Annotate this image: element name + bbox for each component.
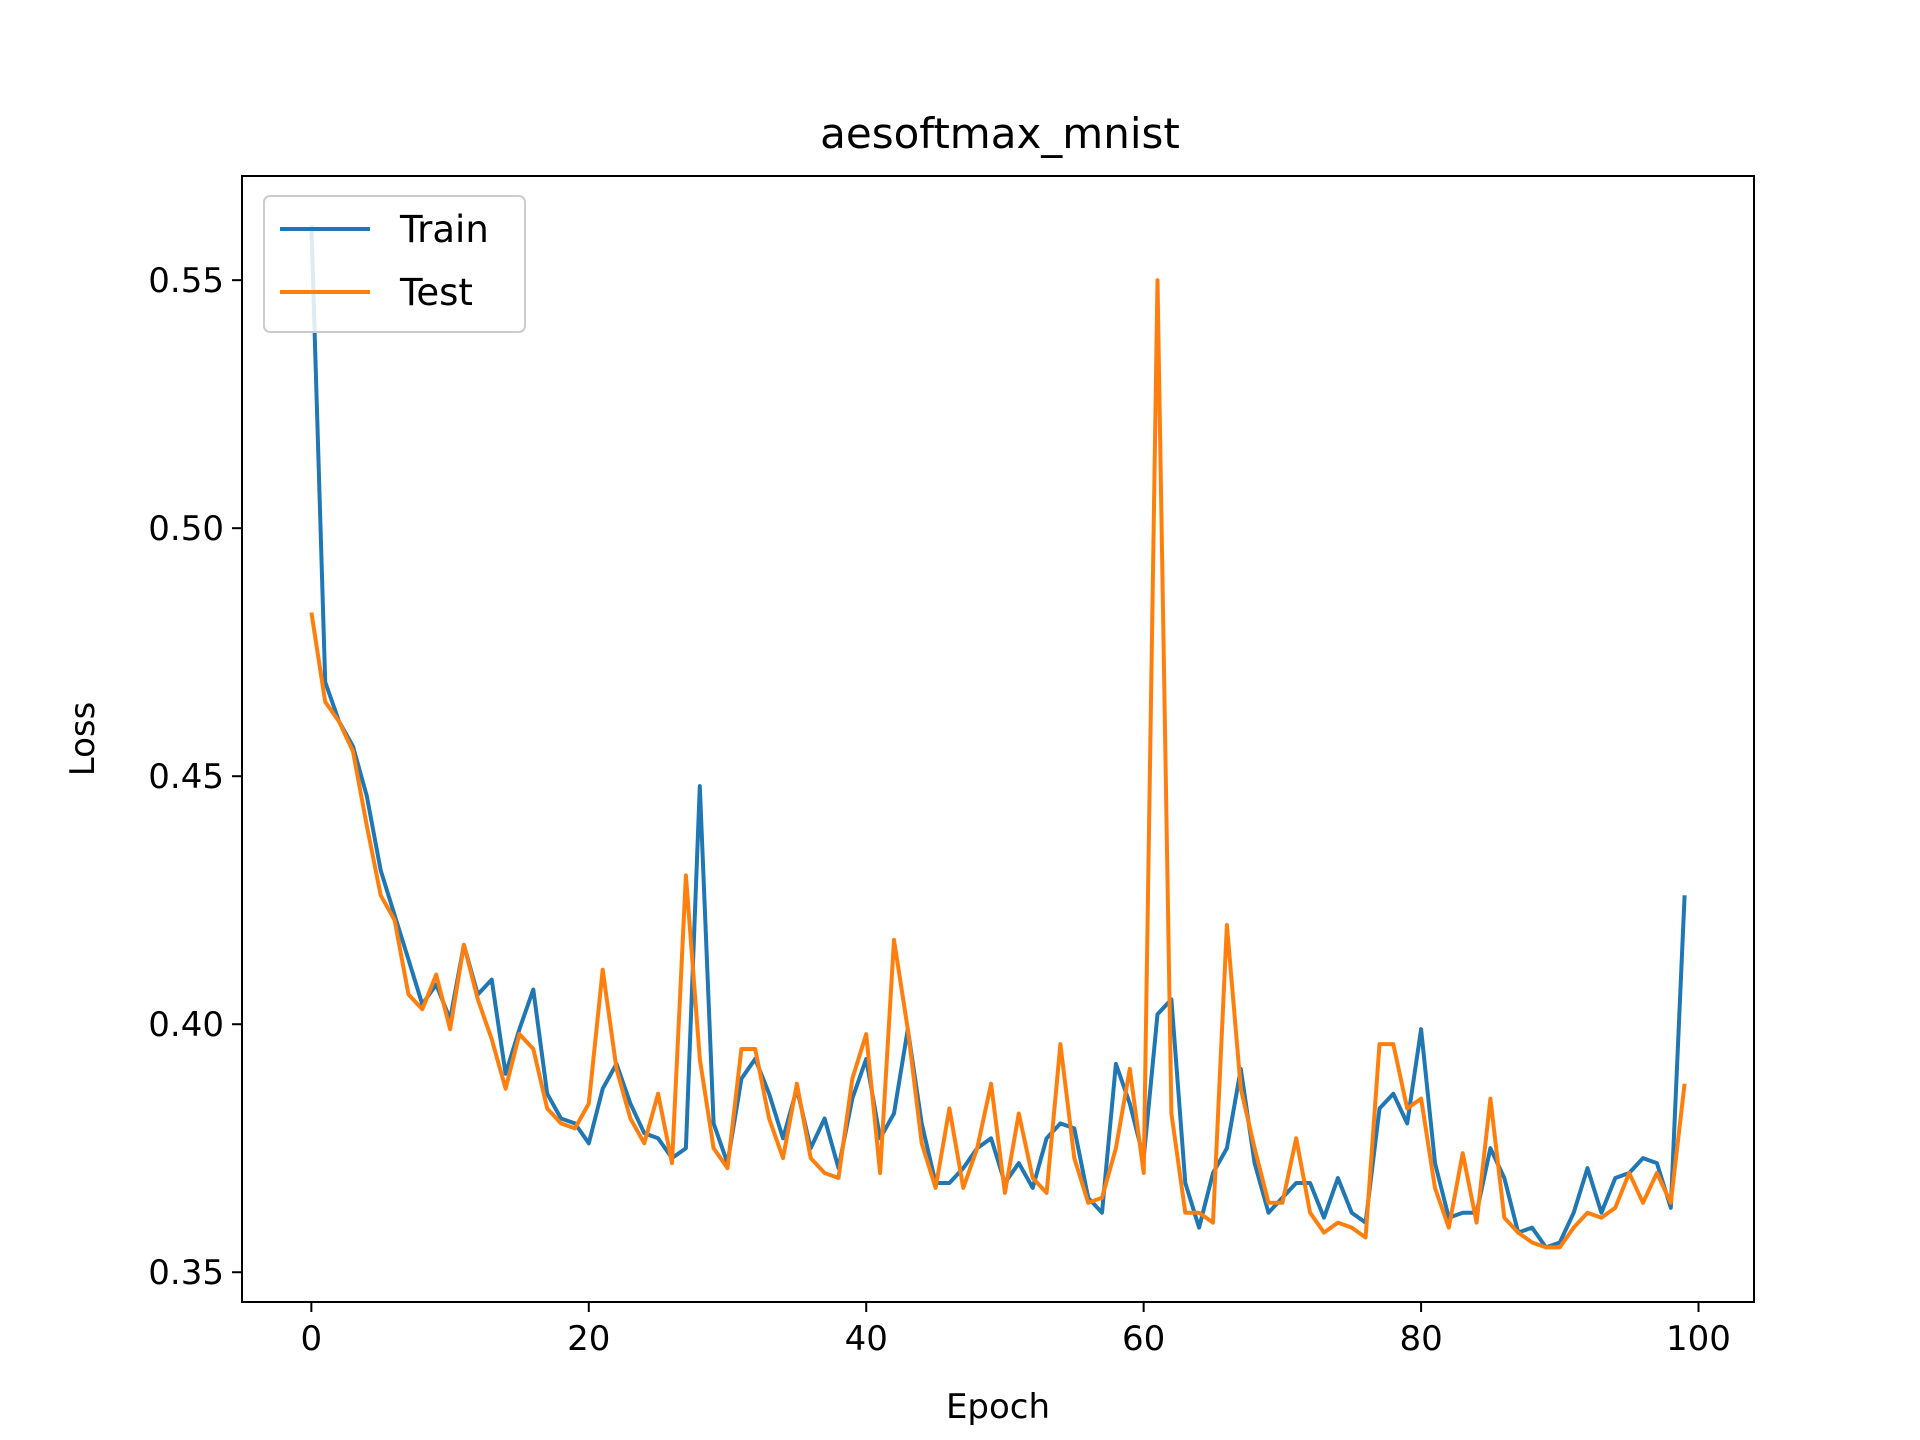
chart-title: aesoftmax_mnist xyxy=(820,109,1180,158)
y-axis-label: Loss xyxy=(63,702,103,777)
y-tick-label: 0.50 xyxy=(148,509,224,549)
y-tick-label: 0.40 xyxy=(148,1005,224,1045)
y-tick-label: 0.45 xyxy=(148,757,224,797)
x-tick-label: 60 xyxy=(1122,1319,1165,1359)
series-lines xyxy=(309,225,1687,1250)
legend-label-train: Train xyxy=(399,208,489,251)
x-tick-label: 80 xyxy=(1399,1319,1442,1359)
x-axis-label: Epoch xyxy=(946,1387,1050,1427)
series-line-train xyxy=(309,225,1687,1250)
y-axis: 0.35 0.40 0.45 0.50 0.55 xyxy=(148,261,242,1293)
x-tick-label: 20 xyxy=(567,1319,610,1359)
x-tick-label: 100 xyxy=(1666,1319,1731,1359)
series-line-test xyxy=(309,278,1687,1250)
y-tick-label: 0.55 xyxy=(148,261,224,301)
x-tick-label: 40 xyxy=(845,1319,888,1359)
legend-label-test: Test xyxy=(399,271,473,314)
x-tick-label: 0 xyxy=(301,1319,323,1359)
x-axis: 0 20 40 60 80 100 xyxy=(301,1302,1731,1359)
legend: Train Test xyxy=(263,195,526,333)
plot-frame xyxy=(241,175,1755,1303)
y-tick-label: 0.35 xyxy=(148,1253,224,1293)
